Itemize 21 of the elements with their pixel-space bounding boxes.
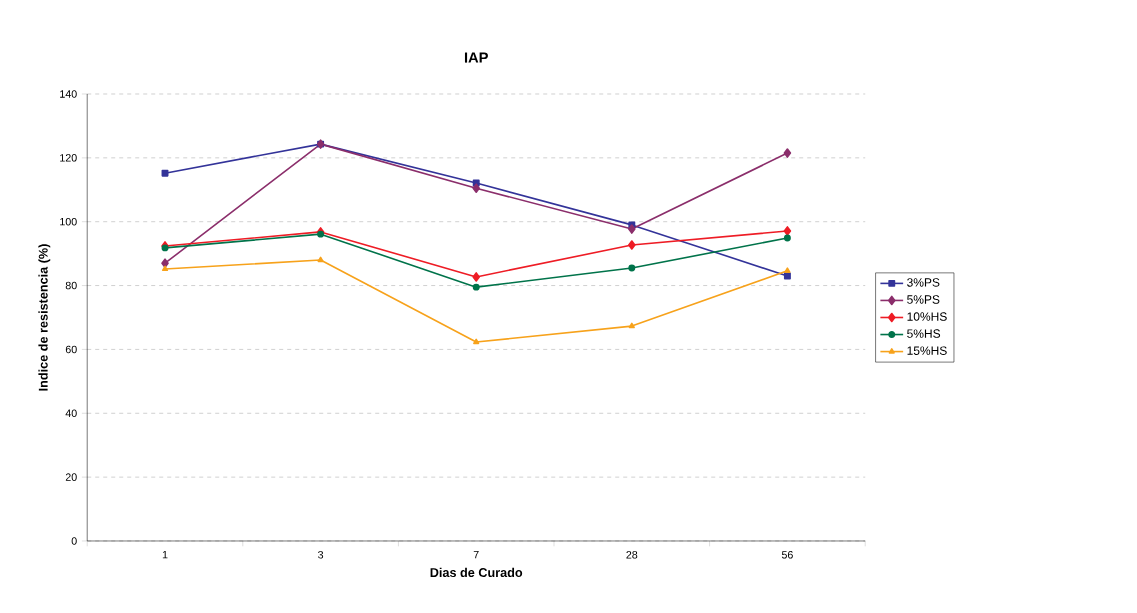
- x-tick-label: 28: [626, 551, 638, 559]
- y-tick-label: 0: [71, 537, 77, 545]
- x-tick-label: 1: [162, 551, 168, 559]
- legend-label: 3%PS: [907, 278, 940, 287]
- y-tick-label: 80: [65, 281, 77, 290]
- x-tick-label: 56: [781, 551, 793, 559]
- chart-title: IAP: [464, 52, 488, 63]
- x-tick-label: 7: [473, 551, 479, 559]
- legend-label: 10%HS: [907, 312, 947, 321]
- legend-label: 15%HS: [907, 346, 947, 355]
- y-tick-label: 120: [60, 154, 77, 162]
- legend-label: 5%PS: [907, 295, 940, 304]
- y-tick-label: 140: [60, 90, 77, 98]
- y-tick-label: 40: [65, 409, 77, 418]
- legend-label: 5%HS: [907, 329, 941, 338]
- y-tick-label: 60: [65, 345, 77, 354]
- x-tick-label: 3: [318, 551, 324, 559]
- y-tick-label: 20: [65, 473, 77, 481]
- y-axis-title: Indice de resistencia (%): [38, 244, 51, 391]
- y-tick-label: 100: [60, 217, 77, 226]
- x-axis-title: Dias de Curado: [430, 567, 523, 578]
